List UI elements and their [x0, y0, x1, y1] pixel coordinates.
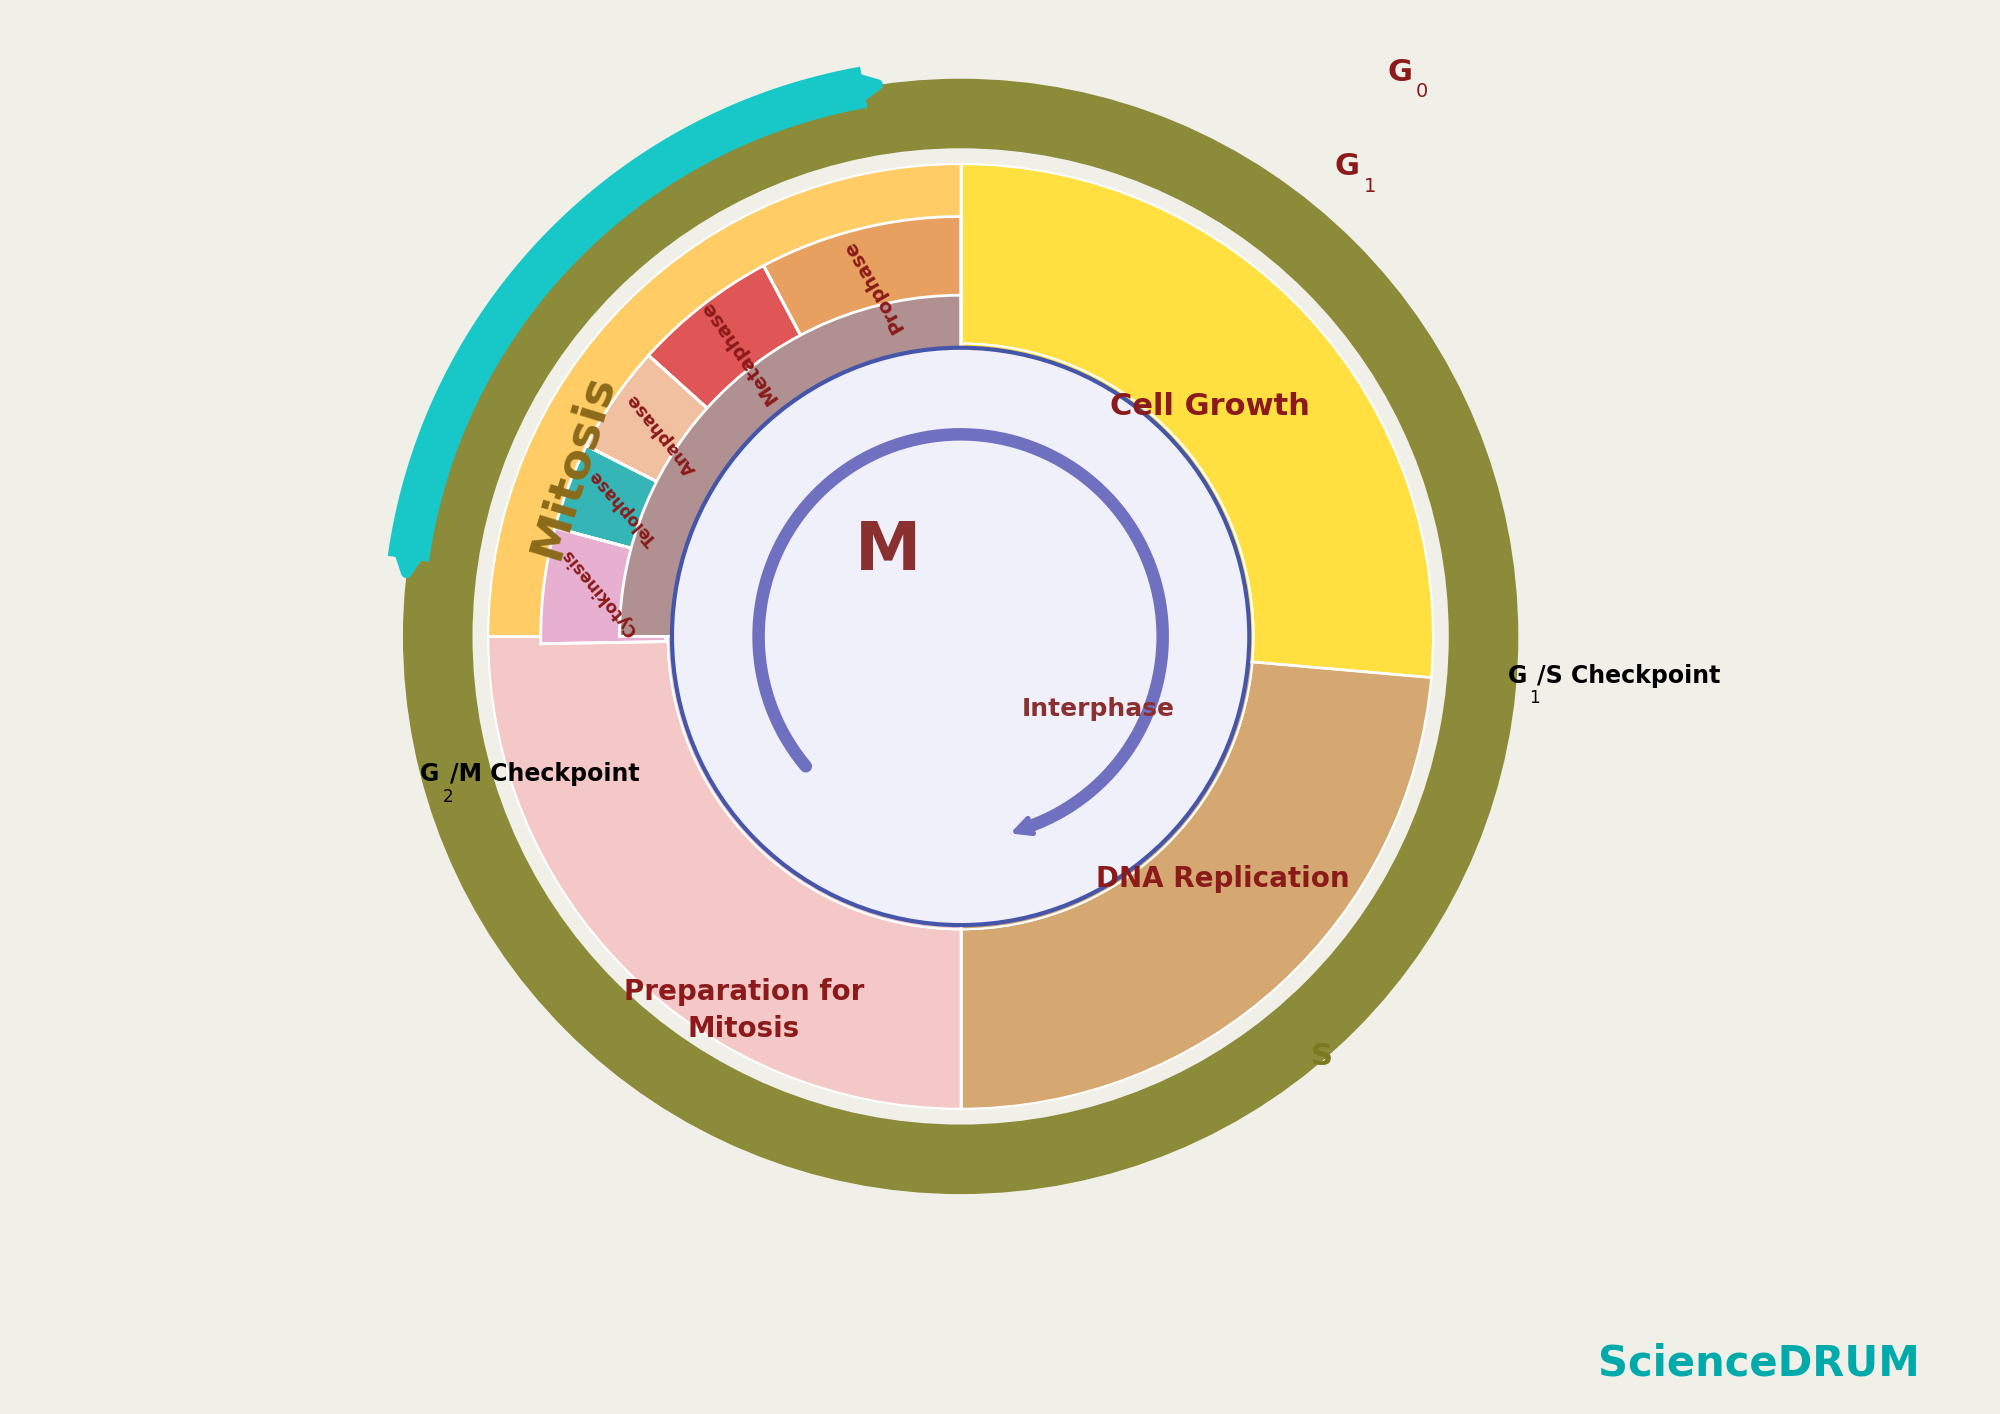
Wedge shape	[764, 216, 960, 376]
Text: Metaphase: Metaphase	[696, 297, 780, 407]
Text: Cytokinesis: Cytokinesis	[558, 544, 642, 639]
Wedge shape	[488, 636, 960, 1109]
Wedge shape	[540, 527, 676, 643]
Circle shape	[402, 79, 1518, 1193]
Text: DNA Replication: DNA Replication	[1096, 865, 1350, 894]
Wedge shape	[620, 296, 960, 636]
Wedge shape	[488, 164, 960, 636]
Text: /S Checkpoint: /S Checkpoint	[1536, 663, 1720, 687]
Text: ScienceDRUM: ScienceDRUM	[1598, 1342, 1920, 1384]
Text: G: G	[1508, 663, 1528, 687]
Text: 2: 2	[442, 788, 452, 806]
Wedge shape	[960, 636, 1252, 929]
Text: Preparation for
Mitosis: Preparation for Mitosis	[624, 978, 864, 1042]
Wedge shape	[668, 636, 960, 929]
Text: M: M	[856, 518, 922, 584]
Wedge shape	[586, 355, 742, 502]
Circle shape	[472, 148, 1448, 1124]
Wedge shape	[960, 662, 1432, 1109]
Wedge shape	[556, 445, 698, 560]
Text: Prophase: Prophase	[840, 238, 908, 335]
Text: 1: 1	[1364, 177, 1376, 195]
Wedge shape	[648, 266, 822, 438]
Text: 1: 1	[1528, 689, 1540, 707]
Text: /M Checkpoint: /M Checkpoint	[450, 762, 640, 786]
Text: G: G	[420, 762, 440, 786]
Wedge shape	[960, 344, 1254, 662]
Text: Cell Growth: Cell Growth	[1110, 392, 1310, 421]
Text: Anaphase: Anaphase	[624, 390, 700, 479]
Text: Mitosis: Mitosis	[524, 368, 622, 564]
Circle shape	[672, 348, 1250, 925]
Text: Telophase: Telophase	[586, 465, 662, 549]
Wedge shape	[668, 344, 960, 636]
Text: 0: 0	[1416, 82, 1428, 102]
Text: S: S	[1310, 1042, 1332, 1070]
Wedge shape	[960, 164, 1434, 677]
Text: Interphase: Interphase	[1022, 697, 1174, 721]
Text: G: G	[1334, 153, 1360, 181]
Text: G: G	[1388, 58, 1412, 86]
